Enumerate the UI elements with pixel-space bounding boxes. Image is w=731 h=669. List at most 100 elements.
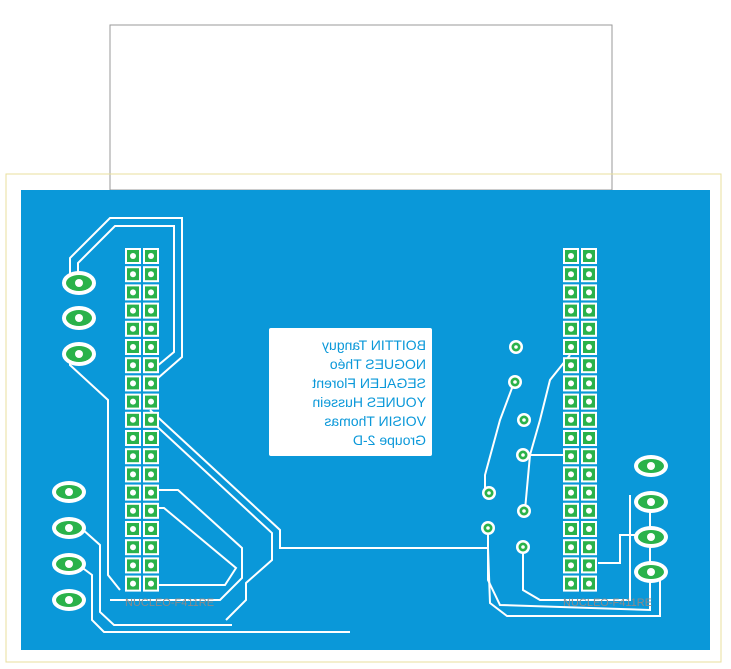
- pad-hole: [75, 350, 83, 358]
- header-pin-hole: [130, 362, 136, 369]
- header-pin-hole: [568, 307, 574, 314]
- label-line-5: VOISIN Thomas: [324, 413, 426, 429]
- header-pin-hole: [586, 398, 592, 405]
- header-pin-hole: [130, 398, 136, 405]
- via: [521, 453, 525, 457]
- via: [521, 545, 525, 549]
- header-pin-hole: [148, 325, 154, 332]
- header-pin-hole: [586, 253, 592, 259]
- footprint-labels: NUCLEO-F411RE NUCLEO-F411RE: [125, 597, 652, 609]
- header-pin-hole: [130, 344, 136, 350]
- via: [487, 491, 491, 495]
- header-pin-hole: [586, 471, 592, 478]
- header-pin-hole: [148, 362, 154, 369]
- header-pin-hole: [130, 544, 136, 551]
- header-pin-hole: [148, 344, 154, 350]
- header-pin-hole: [130, 580, 136, 587]
- header-pin-hole: [568, 580, 574, 587]
- right-connector-pads: [634, 455, 668, 583]
- header-pin-hole: [130, 325, 136, 332]
- pad-hole: [647, 498, 655, 506]
- header-pin-hole: [130, 307, 136, 314]
- label-line-2: NOGUES Théo: [330, 356, 426, 372]
- via: [522, 418, 526, 422]
- trace: [71, 559, 350, 633]
- header-pin-hole: [586, 289, 592, 296]
- header-pin-hole: [568, 435, 574, 441]
- trace: [71, 519, 232, 626]
- header-pin-hole: [568, 325, 574, 332]
- header-pin-hole: [148, 526, 154, 532]
- header-pin-hole: [130, 507, 136, 514]
- header-pin-hole: [130, 435, 136, 441]
- header-pin-hole: [586, 435, 592, 441]
- header-pin-hole: [148, 544, 154, 551]
- pad-hole: [647, 533, 655, 541]
- header-pin-hole: [568, 253, 574, 259]
- header-pin-hole: [586, 344, 592, 350]
- header-pin-hole: [586, 380, 592, 387]
- trace: [150, 507, 238, 586]
- header-pin-hole: [130, 526, 136, 532]
- header-pin-hole: [148, 435, 154, 441]
- trace-group: [69, 217, 661, 633]
- header-pin-hole: [130, 271, 136, 278]
- header-pin-hole: [586, 544, 592, 551]
- pad-hole: [65, 596, 73, 604]
- connector-outline: [109, 24, 613, 191]
- header-pin-hole: [568, 562, 574, 569]
- trace: [524, 354, 571, 511]
- header-pin-hole: [586, 580, 592, 587]
- header-pin-hole: [568, 362, 574, 369]
- pad-hole: [75, 279, 83, 287]
- right-pin-header: [563, 248, 597, 592]
- header-pin-hole: [568, 344, 574, 350]
- header-pin-hole: [148, 380, 154, 387]
- header-pin-hole: [568, 507, 574, 514]
- trace: [69, 217, 183, 386]
- label-block: BOITTIN Tanguy NOGUES Théo SEGALEN Flore…: [269, 328, 432, 456]
- trace: [149, 419, 273, 621]
- header-pin-hole: [568, 544, 574, 551]
- header-pin-hole: [148, 580, 154, 587]
- header-pin-hole: [148, 489, 154, 496]
- header-pin-hole: [568, 398, 574, 405]
- header-pin-hole: [586, 507, 592, 514]
- pad-hole: [65, 560, 73, 568]
- via: [486, 526, 490, 530]
- header-pin-hole: [148, 271, 154, 278]
- pad-hole: [647, 568, 655, 576]
- trace: [522, 495, 631, 601]
- header-pin-hole: [148, 562, 154, 569]
- header-pin-hole: [148, 398, 154, 405]
- pad-hole: [647, 462, 655, 470]
- header-pin-hole: [586, 307, 592, 314]
- left-connector-pads: [52, 271, 96, 611]
- header-pin-hole: [586, 271, 592, 278]
- header-pin-hole: [130, 253, 136, 259]
- trace: [484, 379, 516, 495]
- header-pin-hole: [130, 380, 136, 387]
- header-pin-hole: [586, 416, 592, 423]
- trace: [77, 225, 175, 373]
- label-line-4: YOUNES Hussein: [312, 394, 426, 410]
- header-pin-hole: [130, 562, 136, 569]
- header-pin-hole: [148, 471, 154, 478]
- label-line-3: SEGALEN Florent: [312, 375, 426, 391]
- header-pin-hole: [586, 453, 592, 460]
- trace: [110, 489, 243, 601]
- right-footprint-label: NUCLEO-F411RE: [563, 597, 652, 609]
- header-pin-hole: [568, 453, 574, 460]
- via: [514, 345, 518, 349]
- header-pin-hole: [568, 289, 574, 296]
- board-outline: [5, 173, 722, 663]
- left-footprint-label: NUCLEO-F411RE: [125, 597, 214, 609]
- header-pin-hole: [130, 453, 136, 460]
- header-pin-hole: [568, 471, 574, 478]
- header-pin-hole: [148, 289, 154, 296]
- vias: [481, 340, 531, 554]
- header-pin-hole: [148, 453, 154, 460]
- header-pin-hole: [148, 253, 154, 259]
- header-pin-hole: [148, 416, 154, 423]
- header-pin-hole: [568, 526, 574, 532]
